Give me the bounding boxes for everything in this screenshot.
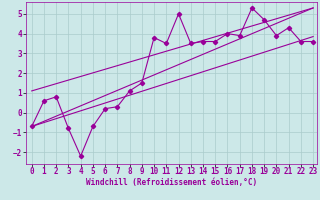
X-axis label: Windchill (Refroidissement éolien,°C): Windchill (Refroidissement éolien,°C): [86, 178, 257, 187]
